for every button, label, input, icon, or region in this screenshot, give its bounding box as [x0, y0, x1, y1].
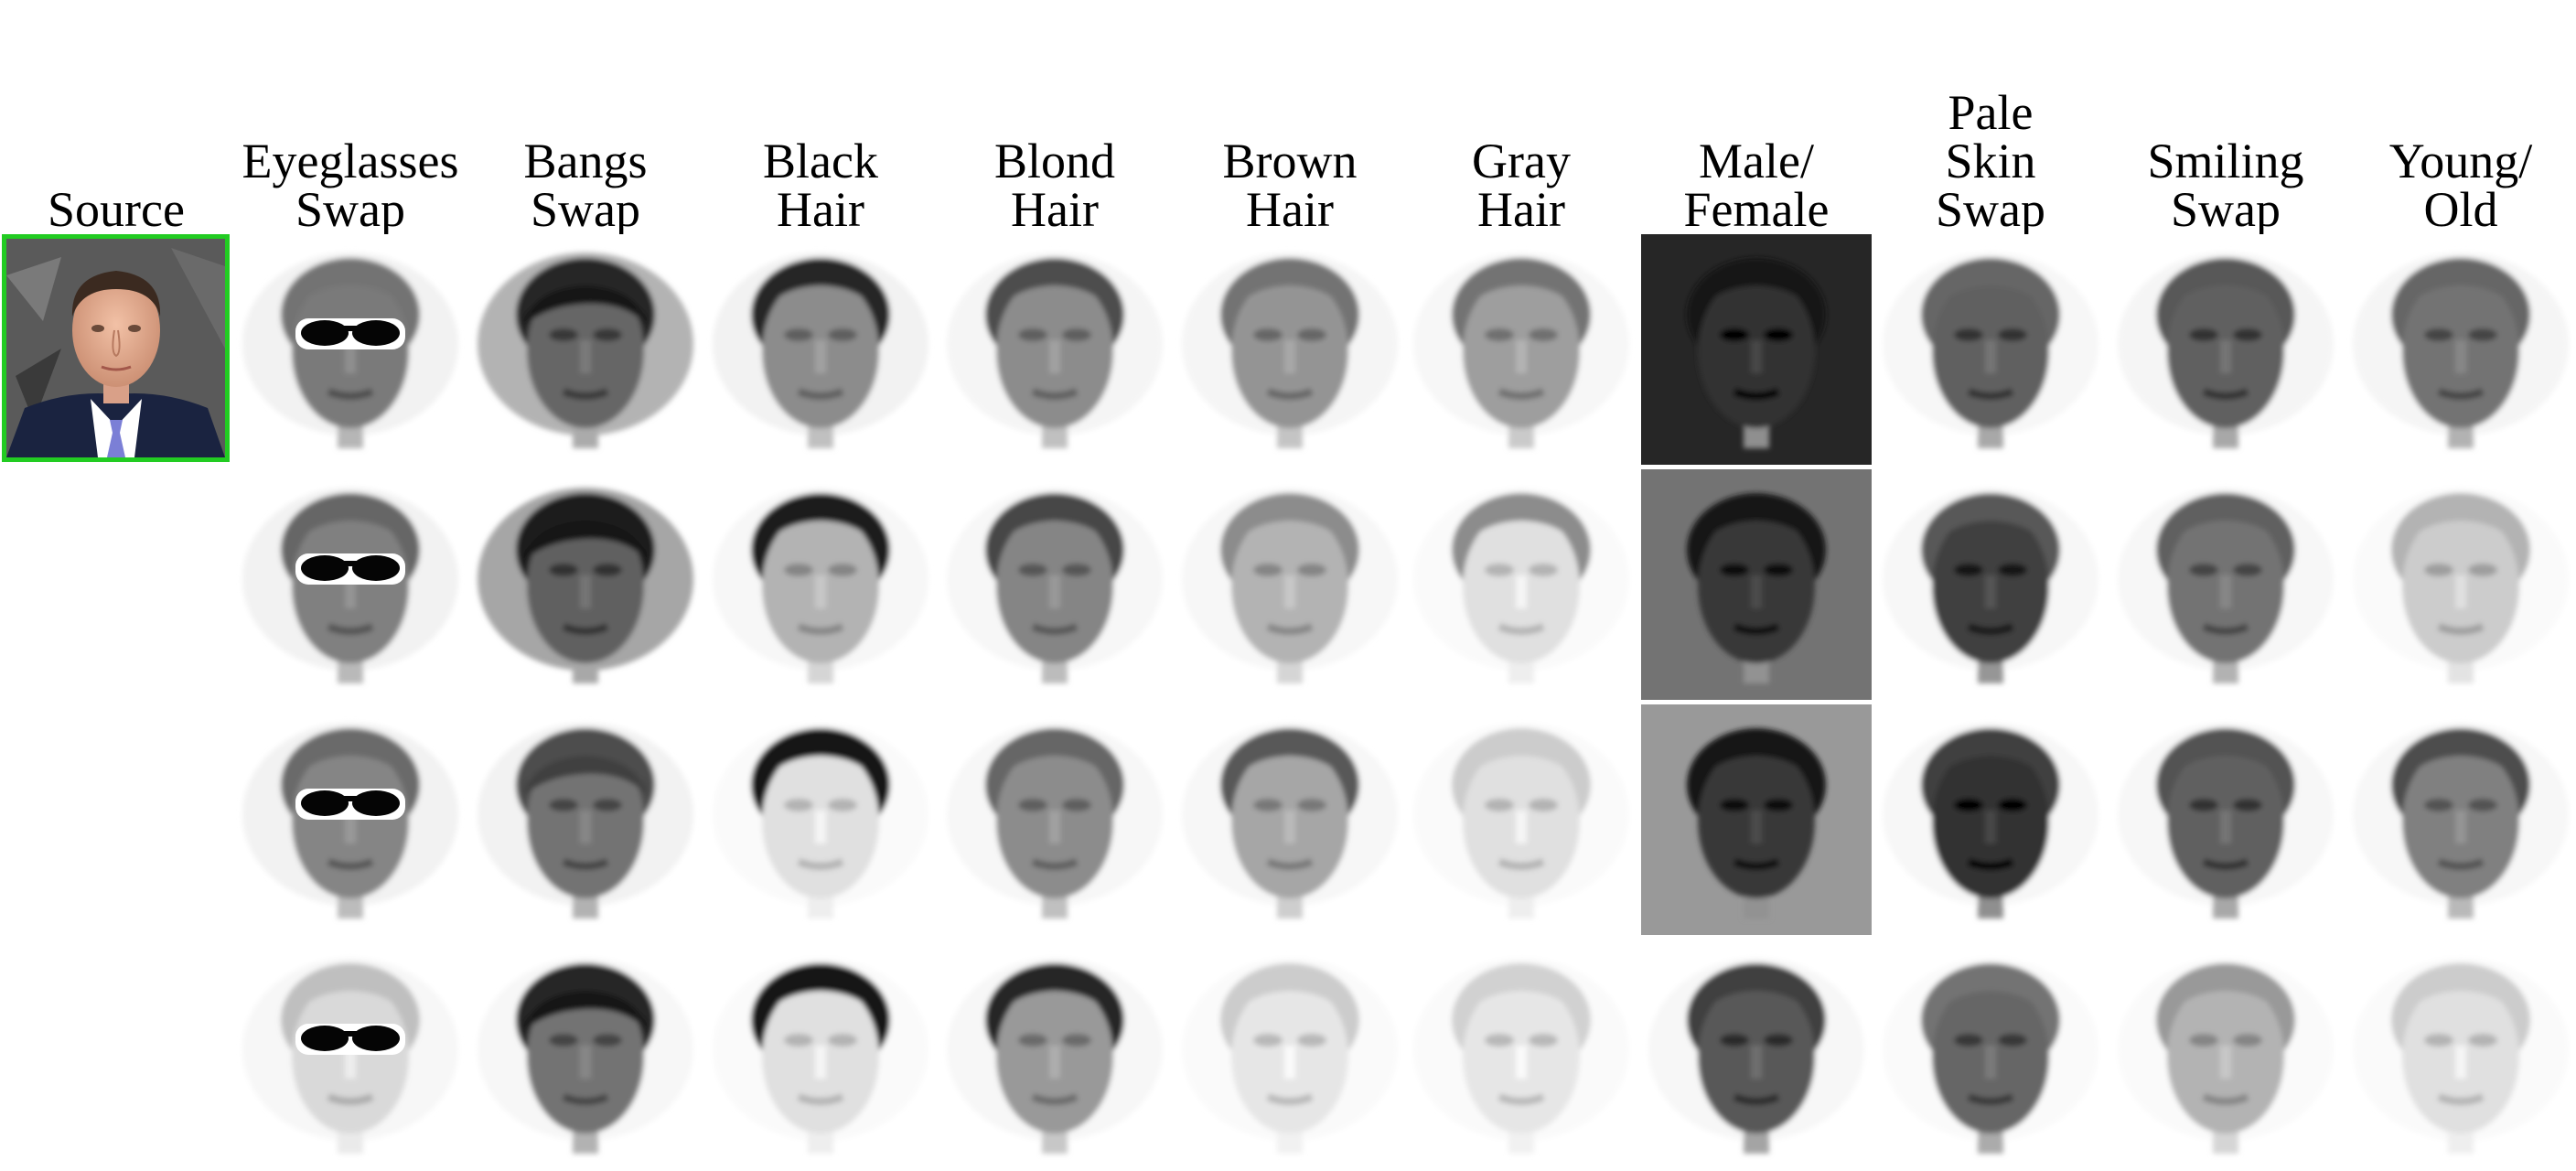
saliency-map-bangs-row-1	[470, 234, 701, 465]
saliency-map-pale_skin-row-4	[1875, 940, 2106, 1170]
column-header-line: Hair	[1246, 182, 1334, 237]
saliency-map-eyeglasses-row-4	[235, 940, 466, 1170]
saliency-map-bangs-row-3	[470, 704, 701, 935]
glasses-shape	[295, 318, 405, 349]
column-header-line: Blond	[993, 134, 1116, 188]
saliency-map-young_old-row-3	[2345, 704, 2576, 935]
column-header-line: Swap	[2171, 182, 2281, 237]
saliency-map-gray_hair-row-4	[1406, 940, 1637, 1170]
saliency-map-young_old-row-1	[2345, 234, 2576, 465]
saliency-map-young_old-row-4	[2345, 940, 2576, 1170]
saliency-map-smiling-row-2	[2110, 469, 2341, 700]
column-header-line: Black	[763, 134, 878, 188]
column-header-1: Eyeglasses Swap	[231, 0, 469, 234]
column-header-line: Swap	[531, 182, 640, 237]
column-header-line: Hair	[1011, 182, 1099, 237]
column-header-9: Smiling Swap	[2107, 0, 2345, 234]
saliency-map-blond_hair-row-4	[939, 940, 1170, 1170]
saliency-map-bangs-row-2	[470, 469, 701, 700]
column-header-2: Bangs Swap	[467, 0, 704, 234]
saliency-map-black_hair-row-2	[705, 469, 936, 700]
saliency-map-gray_hair-row-3	[1406, 704, 1637, 935]
saliency-map-blond_hair-row-2	[939, 469, 1170, 700]
saliency-map-eyeglasses-row-2	[235, 469, 466, 700]
saliency-map-eyeglasses-row-3	[235, 704, 466, 935]
column-header-3: Black Hair	[702, 0, 939, 234]
source-image	[2, 234, 230, 462]
saliency-map-brown_hair-row-3	[1175, 704, 1405, 935]
saliency-map-pale_skin-row-1	[1875, 234, 2106, 465]
column-header-line: Skin	[1945, 134, 2036, 188]
column-header-line: Male/	[1699, 134, 1814, 188]
column-header-line: Smiling	[2147, 134, 2304, 188]
column-header-line: Gray	[1472, 134, 1571, 188]
saliency-map-male_female-row-3	[1641, 704, 1872, 935]
column-header-7: Male/Female	[1637, 0, 1875, 234]
saliency-map-smiling-row-4	[2110, 940, 2341, 1170]
column-header-0: Source	[0, 0, 235, 234]
saliency-map-brown_hair-row-4	[1175, 940, 1405, 1170]
saliency-map-black_hair-row-4	[705, 940, 936, 1170]
column-header-line: Source	[48, 182, 185, 237]
column-header-line: Swap	[1936, 182, 2045, 237]
saliency-map-young_old-row-2	[2345, 469, 2576, 700]
column-header-line: Hair	[777, 182, 864, 237]
saliency-map-pale_skin-row-2	[1875, 469, 2106, 700]
saliency-map-gray_hair-row-1	[1406, 234, 1637, 465]
source-face-photo	[6, 239, 225, 457]
column-header-line: Hair	[1477, 182, 1565, 237]
column-header-line: Young/	[2388, 134, 2533, 188]
saliency-map-male_female-row-1	[1641, 234, 1872, 465]
saliency-map-male_female-row-4	[1641, 940, 1872, 1170]
saliency-map-male_female-row-2	[1641, 469, 1872, 700]
saliency-map-blond_hair-row-1	[939, 234, 1170, 465]
glasses-shape	[295, 789, 405, 820]
saliency-map-brown_hair-row-2	[1175, 469, 1405, 700]
saliency-map-brown_hair-row-1	[1175, 234, 1405, 465]
column-header-line: Bangs	[523, 134, 648, 188]
saliency-map-black_hair-row-1	[705, 234, 936, 465]
saliency-map-smiling-row-1	[2110, 234, 2341, 465]
glasses-shape	[295, 1024, 405, 1055]
saliency-map-black_hair-row-3	[705, 704, 936, 935]
saliency-map-smiling-row-3	[2110, 704, 2341, 935]
column-header-line: Brown	[1222, 134, 1358, 188]
saliency-map-eyeglasses-row-1	[235, 234, 466, 465]
column-header-line: Swap	[295, 182, 405, 237]
column-header-8: Pale Skin Swap	[1872, 0, 2109, 234]
column-header-line: Pale	[1948, 85, 2034, 140]
column-header-6: Gray Hair	[1402, 0, 1640, 234]
saliency-map-bangs-row-4	[470, 940, 701, 1170]
column-header-10: Young/Old	[2342, 0, 2576, 234]
column-header-line: Female	[1683, 182, 1830, 237]
column-header-line: Old	[2423, 182, 2498, 237]
saliency-map-pale_skin-row-3	[1875, 704, 2106, 935]
column-header-5: Brown Hair	[1171, 0, 1409, 234]
column-header-line: Eyeglasses	[242, 134, 459, 188]
saliency-map-blond_hair-row-3	[939, 704, 1170, 935]
saliency-map-gray_hair-row-2	[1406, 469, 1637, 700]
column-header-4: Blond Hair	[936, 0, 1174, 234]
glasses-shape	[295, 553, 405, 585]
